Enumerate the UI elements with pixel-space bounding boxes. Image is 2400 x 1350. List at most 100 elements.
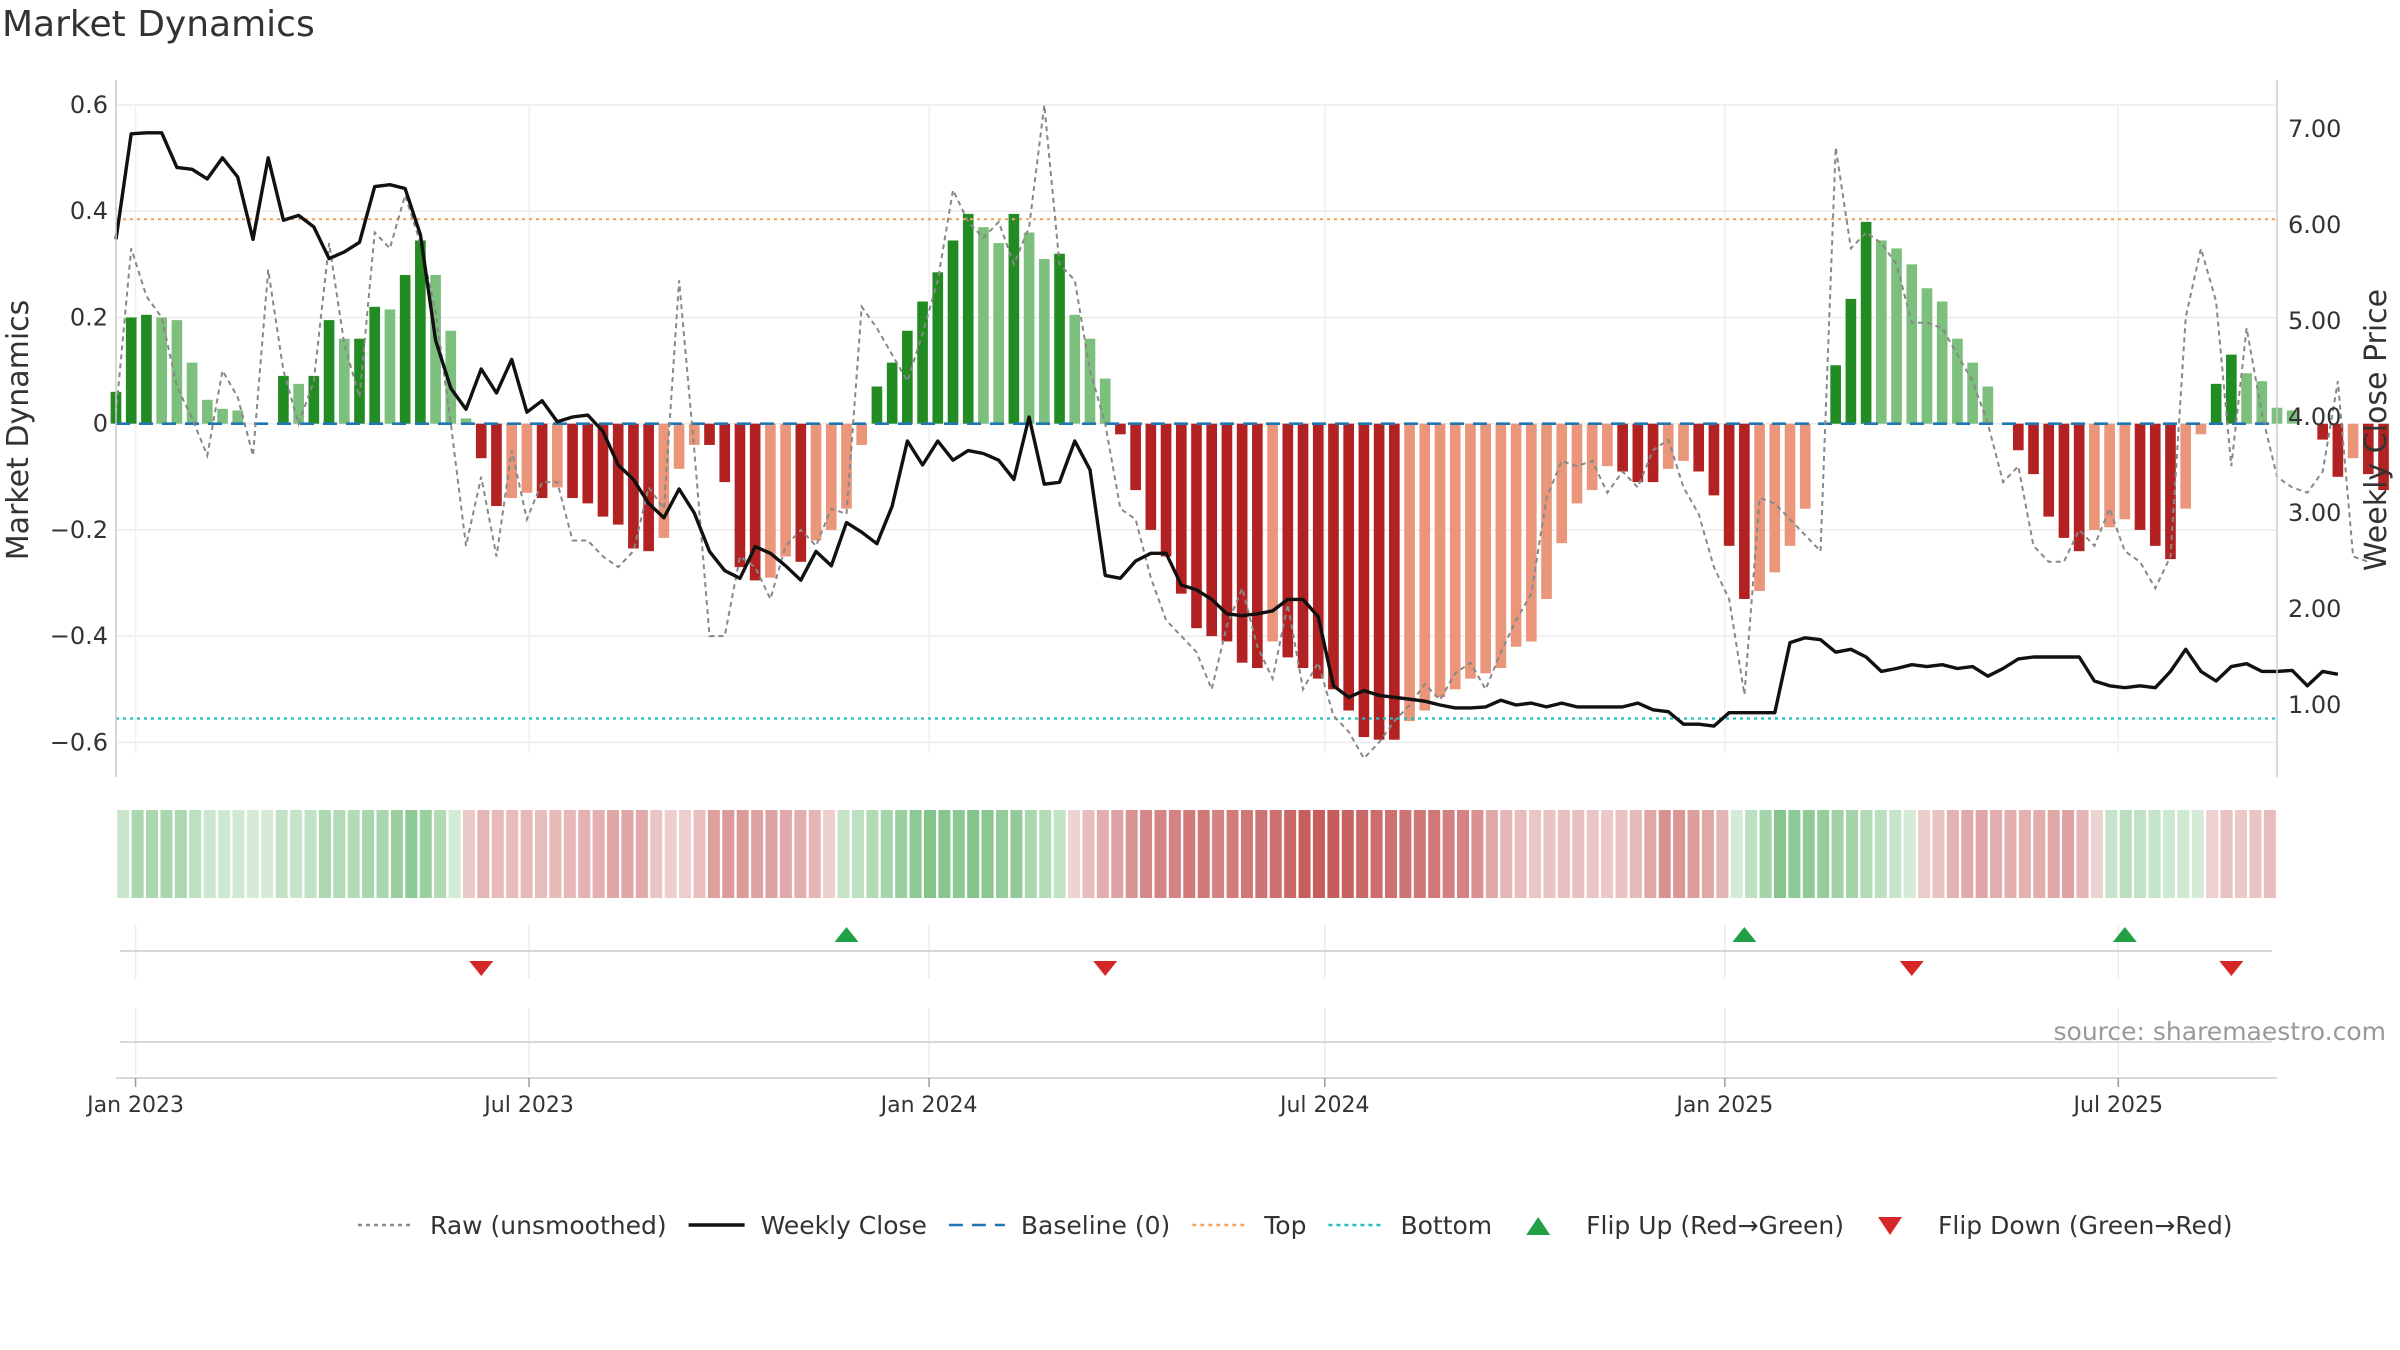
legend-item: Top	[1192, 1211, 1306, 1240]
bar	[1434, 423, 1446, 698]
bar	[1830, 365, 1841, 424]
heat-cell	[2249, 810, 2262, 898]
bar	[1571, 423, 1583, 504]
weekly-close-line	[114, 131, 2339, 728]
heat-cell	[1500, 810, 1513, 898]
bar	[1099, 378, 1111, 424]
heat-cell	[1831, 810, 1844, 898]
bar	[1343, 423, 1355, 711]
bar	[795, 423, 807, 562]
bar	[2347, 423, 2359, 459]
bar	[993, 243, 1004, 424]
bar	[1312, 423, 1324, 679]
heat-cell	[1096, 810, 1109, 898]
bar	[673, 423, 685, 469]
bar	[1875, 240, 1887, 424]
heat-cell	[1673, 810, 1686, 898]
flip-up-marker	[834, 927, 859, 942]
x-tick-label: Jan 2024	[879, 1093, 978, 1118]
heat-cell	[218, 810, 231, 898]
bar	[1891, 248, 1902, 424]
bar	[460, 418, 472, 424]
bar	[2028, 423, 2039, 475]
legend-item: Flip Down (Green→Red)	[1878, 1211, 2233, 1240]
y-tick-left: −0.6	[50, 728, 108, 756]
heat-cell	[866, 810, 879, 898]
legend-item: Weekly Close	[688, 1211, 927, 1240]
bar	[1647, 423, 1659, 483]
bar	[1784, 423, 1796, 546]
heat-cell	[1212, 810, 1225, 898]
bar	[1358, 423, 1370, 738]
heat-cell	[1471, 810, 1484, 898]
bar	[1191, 423, 1202, 629]
heat-cell	[952, 810, 965, 898]
heat-cell	[174, 810, 187, 898]
heat-cell	[736, 810, 749, 898]
bar	[841, 423, 852, 509]
bar	[780, 423, 791, 557]
source-text: source: sharemaestro.com	[2054, 1017, 2387, 1046]
bar	[1084, 338, 1096, 424]
bar	[1541, 423, 1552, 599]
bar	[2043, 423, 2055, 517]
bar	[2286, 410, 2298, 424]
bar	[2149, 423, 2161, 546]
heat-cell	[275, 810, 288, 898]
bar	[521, 423, 533, 493]
legend-item: Raw (unsmoothed)	[358, 1211, 667, 1240]
legend-flip-down-icon	[1878, 1217, 1903, 1235]
heat-cell	[693, 810, 706, 898]
bar	[2317, 423, 2328, 440]
heat-cell	[333, 810, 346, 898]
bar	[1389, 423, 1400, 740]
bar	[628, 423, 639, 549]
bar	[1038, 259, 1050, 424]
bar	[399, 274, 411, 424]
heat-cell	[477, 810, 490, 898]
bar	[871, 386, 883, 424]
heat-cell	[1226, 810, 1239, 898]
heat-cell	[607, 810, 620, 898]
heat-cell	[1903, 810, 1916, 898]
bar	[825, 423, 837, 530]
bar	[1252, 423, 1263, 669]
heat-cell	[1615, 810, 1628, 898]
heat-cell	[1773, 810, 1786, 898]
bar	[2119, 423, 2131, 520]
heat-cell	[534, 810, 547, 898]
heat-cell	[938, 810, 951, 898]
heat-cell	[160, 810, 173, 898]
bar	[2104, 423, 2115, 528]
bar	[186, 362, 198, 424]
heat-cell	[1874, 810, 1887, 898]
bar	[125, 317, 137, 424]
heat-cell	[650, 810, 663, 898]
heat-cell	[1802, 810, 1815, 898]
heat-cell	[1889, 810, 1902, 898]
bar	[1054, 253, 1065, 424]
bar-layer	[110, 213, 2389, 740]
heat-cell	[1601, 810, 1614, 898]
bar	[1556, 423, 1568, 544]
heat-cell	[1413, 810, 1426, 898]
heat-cell	[909, 810, 922, 898]
heat-cell	[347, 810, 360, 898]
bar	[2256, 381, 2268, 424]
heat-cell	[1701, 810, 1714, 898]
heat-cell	[131, 810, 144, 898]
bar	[2134, 423, 2146, 530]
bar	[1008, 213, 1020, 424]
legend-label: Top	[1263, 1211, 1306, 1240]
bar	[430, 274, 441, 424]
bar	[1906, 264, 1918, 424]
legend-item: Flip Up (Red→Green)	[1526, 1211, 1844, 1240]
heat-cell	[1457, 810, 1470, 898]
heat-cell	[722, 810, 735, 898]
heat-cell	[1154, 810, 1167, 898]
heat-cell	[1312, 810, 1325, 898]
heat-cell	[635, 810, 648, 898]
axis-layer: 0.6 0.4 0.2 0 −0.2 −0.4 −0.6 7.00 6.00 5.00 4.00 3.…	[1, 80, 2394, 777]
legend-label: Bottom	[1400, 1211, 1492, 1240]
bar	[156, 317, 167, 424]
